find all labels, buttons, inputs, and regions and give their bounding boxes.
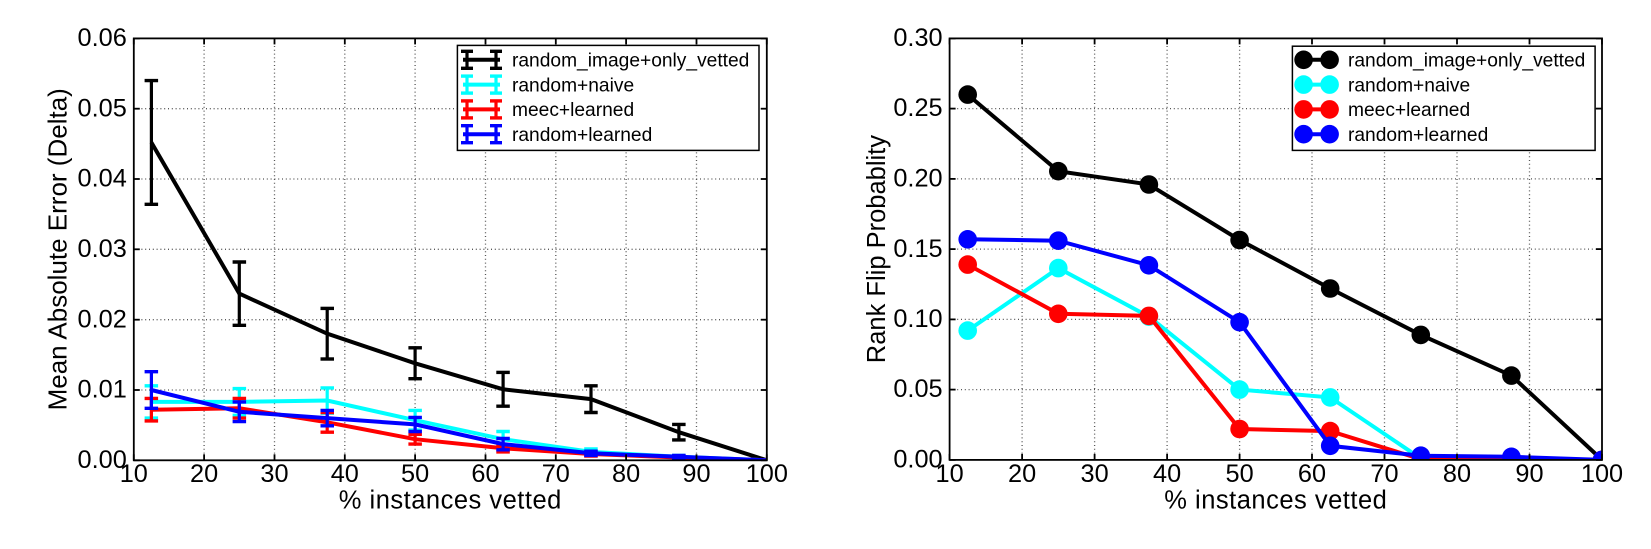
svg-text:0.05: 0.05 <box>893 375 942 403</box>
svg-text:Rank Flip Probablity: Rank Flip Probablity <box>863 135 891 363</box>
svg-text:20: 20 <box>190 460 218 488</box>
svg-text:Mean Absolute Error (Delta): Mean Absolute Error (Delta) <box>43 88 73 410</box>
svg-text:0.02: 0.02 <box>78 305 127 333</box>
svg-text:10: 10 <box>120 460 148 488</box>
svg-text:60: 60 <box>471 460 499 488</box>
svg-text:80: 80 <box>1443 460 1471 488</box>
svg-text:0.05: 0.05 <box>78 94 127 122</box>
svg-text:random+naive: random+naive <box>512 75 634 96</box>
svg-text:0.04: 0.04 <box>78 165 127 193</box>
svg-text:% instances vetted: % instances vetted <box>339 487 562 515</box>
svg-text:0.03: 0.03 <box>78 235 127 263</box>
svg-text:50: 50 <box>401 460 429 488</box>
svg-text:90: 90 <box>1515 460 1543 488</box>
svg-text:0.01: 0.01 <box>78 376 127 404</box>
svg-text:40: 40 <box>1153 460 1181 488</box>
svg-text:50: 50 <box>1226 460 1254 488</box>
svg-text:% instances vetted: % instances vetted <box>1164 487 1387 515</box>
svg-text:20: 20 <box>1008 460 1036 488</box>
svg-text:30: 30 <box>1081 460 1109 488</box>
svg-text:80: 80 <box>612 460 640 488</box>
svg-text:0.00: 0.00 <box>78 446 127 474</box>
svg-text:0.06: 0.06 <box>78 24 127 52</box>
svg-text:90: 90 <box>682 460 710 488</box>
svg-text:70: 70 <box>542 460 570 488</box>
svg-text:random_image+only_vetted: random_image+only_vetted <box>1348 51 1585 72</box>
svg-text:0.00: 0.00 <box>893 446 942 474</box>
svg-text:40: 40 <box>331 460 359 488</box>
svg-text:meec+learned: meec+learned <box>512 100 634 121</box>
svg-text:random+learned: random+learned <box>512 125 652 146</box>
svg-text:100: 100 <box>746 460 788 488</box>
svg-text:random_image+only_vetted: random_image+only_vetted <box>512 51 749 72</box>
svg-text:meec+learned: meec+learned <box>1348 100 1470 121</box>
svg-text:0.30: 0.30 <box>893 24 942 52</box>
svg-text:30: 30 <box>260 460 288 488</box>
svg-text:random+learned: random+learned <box>1348 125 1488 146</box>
svg-text:random+naive: random+naive <box>1348 75 1470 96</box>
svg-text:0.10: 0.10 <box>893 305 942 333</box>
svg-text:0.25: 0.25 <box>893 94 942 122</box>
svg-text:70: 70 <box>1370 460 1398 488</box>
svg-text:0.15: 0.15 <box>893 235 942 263</box>
svg-text:60: 60 <box>1298 460 1326 488</box>
svg-text:100: 100 <box>1581 460 1623 488</box>
svg-text:10: 10 <box>936 460 964 488</box>
svg-text:0.20: 0.20 <box>893 165 942 193</box>
